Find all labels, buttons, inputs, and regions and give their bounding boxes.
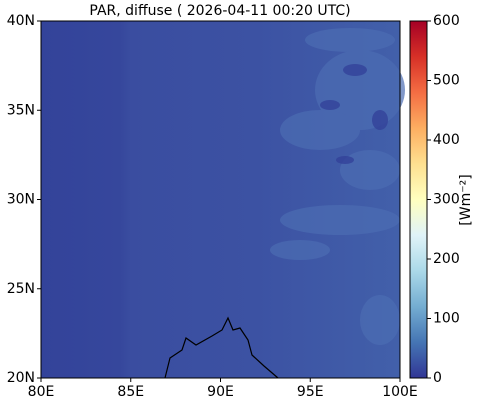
y-tick-label: 35N xyxy=(7,102,35,118)
x-tick-label: 95E xyxy=(297,384,324,400)
y-tick-label: 25N xyxy=(7,281,35,297)
y-tick-label: 40N xyxy=(7,13,35,29)
colorbar-tick-label: 0 xyxy=(433,370,442,386)
y-tick-label: 20N xyxy=(7,370,35,386)
x-tick-label: 100E xyxy=(382,384,418,400)
colorbar-tick-label: 300 xyxy=(433,192,460,208)
y-tick-label: 30N xyxy=(7,192,35,208)
x-tick-label: 80E xyxy=(28,384,55,400)
colorbar-label: [Wm⁻²] xyxy=(458,174,474,225)
map-field xyxy=(41,21,405,379)
chart-title: PAR, diffuse ( 2026-04-11 00:20 UTC) xyxy=(89,3,350,19)
colorbar-tick-label: 100 xyxy=(433,311,460,327)
colorbar-tick-label: 400 xyxy=(433,132,460,148)
colorbar xyxy=(409,20,428,379)
x-tick-label: 85E xyxy=(117,384,144,400)
x-tick-label: 90E xyxy=(207,384,234,400)
colorbar-tick-label: 200 xyxy=(433,251,460,267)
colorbar-tick-label: 500 xyxy=(433,73,460,89)
colorbar-tick-label: 600 xyxy=(433,13,460,29)
